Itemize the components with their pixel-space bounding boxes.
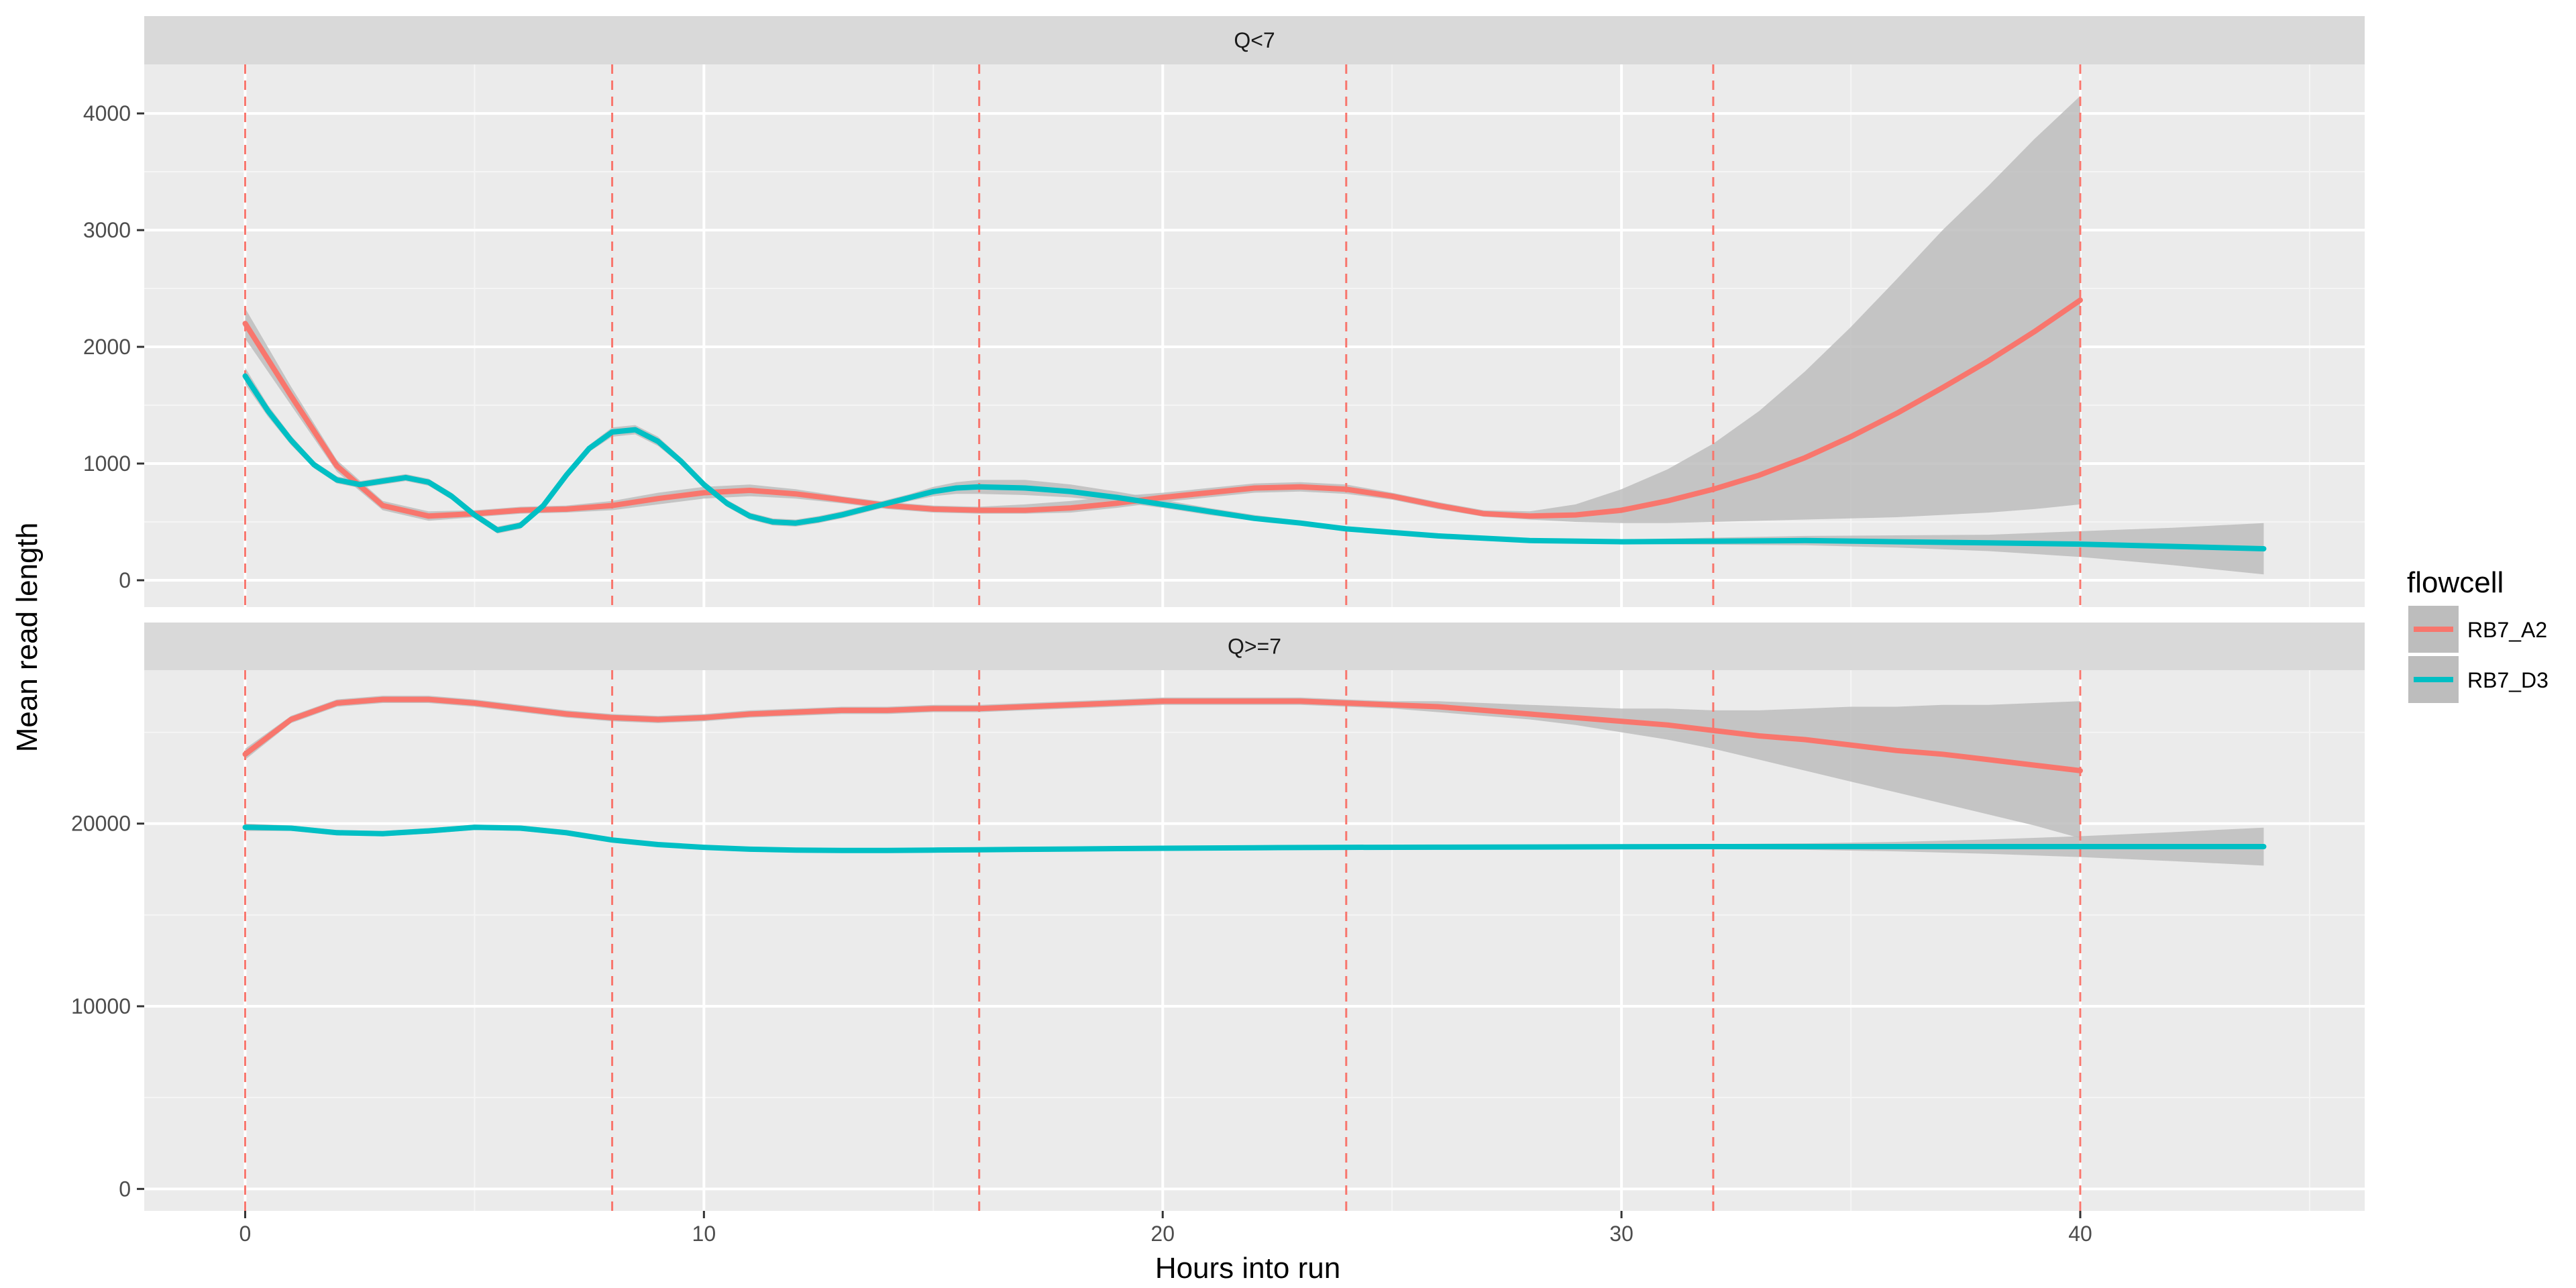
series-line-RB7_D3 [242, 824, 2267, 853]
x-tick-label: 30 [1609, 1222, 1633, 1246]
series-line-RB7_D3 [242, 373, 2267, 551]
x-axis: 0 10 20 30 40 [239, 1211, 2092, 1246]
panels-layer: Q<7 0 1000 2000 3000 4000 Q>=7 0 10000 20000 [71, 16, 2365, 1211]
panel-1: Q<7 0 1000 2000 3000 4000 [83, 16, 2365, 607]
confidence-ribbons [245, 96, 2264, 575]
ribbon-RB7_A2 [245, 696, 2080, 839]
y-tick-label: 20000 [71, 812, 131, 836]
y-axis: 0 1000 2000 3000 4000 [83, 101, 144, 592]
ribbon-RB7_A2 [245, 96, 2080, 523]
y-tick-label: 10000 [71, 994, 131, 1018]
x-tick-label: 0 [239, 1222, 252, 1246]
x-axis-title: Hours into run [1155, 1252, 1340, 1285]
series-line-RB7_A2 [242, 297, 2083, 519]
panel-strip-label: Q>=7 [1228, 635, 1281, 659]
ribbon-RB7_D3 [245, 368, 2264, 575]
legend-label: RB7_D3 [2467, 668, 2548, 692]
y-axis-title: Mean read length [11, 523, 44, 752]
y-tick-label: 0 [119, 1177, 131, 1201]
y-tick-label: 4000 [83, 101, 131, 125]
y-tick-label: 2000 [83, 335, 131, 359]
y-axis: 0 10000 20000 [71, 812, 144, 1201]
reference-lines [244, 64, 2082, 607]
legend: flowcell RB7_A2 RB7_D3 [2407, 566, 2548, 703]
y-tick-label: 0 [119, 568, 131, 592]
x-tick-label: 20 [1150, 1222, 1175, 1246]
legend-title: flowcell [2407, 566, 2504, 599]
panel-strip-label: Q<7 [1234, 28, 1275, 52]
series-line-RB7_A2 [242, 696, 2083, 773]
x-tick-label: 40 [2068, 1222, 2092, 1246]
panel-strip [144, 623, 2365, 670]
panel-strip [144, 16, 2365, 64]
legend-key-RB7_A2 [2408, 606, 2459, 653]
y-tick-label: 1000 [83, 451, 131, 476]
series-lines [242, 297, 2267, 551]
legend-key-RB7_D3 [2408, 656, 2459, 703]
x-tick-label: 10 [692, 1222, 716, 1246]
y-tick-label: 3000 [83, 218, 131, 242]
legend-label: RB7_A2 [2467, 618, 2547, 642]
panel-2: Q>=7 0 10000 20000 [71, 623, 2365, 1211]
series-lines [242, 696, 2267, 853]
